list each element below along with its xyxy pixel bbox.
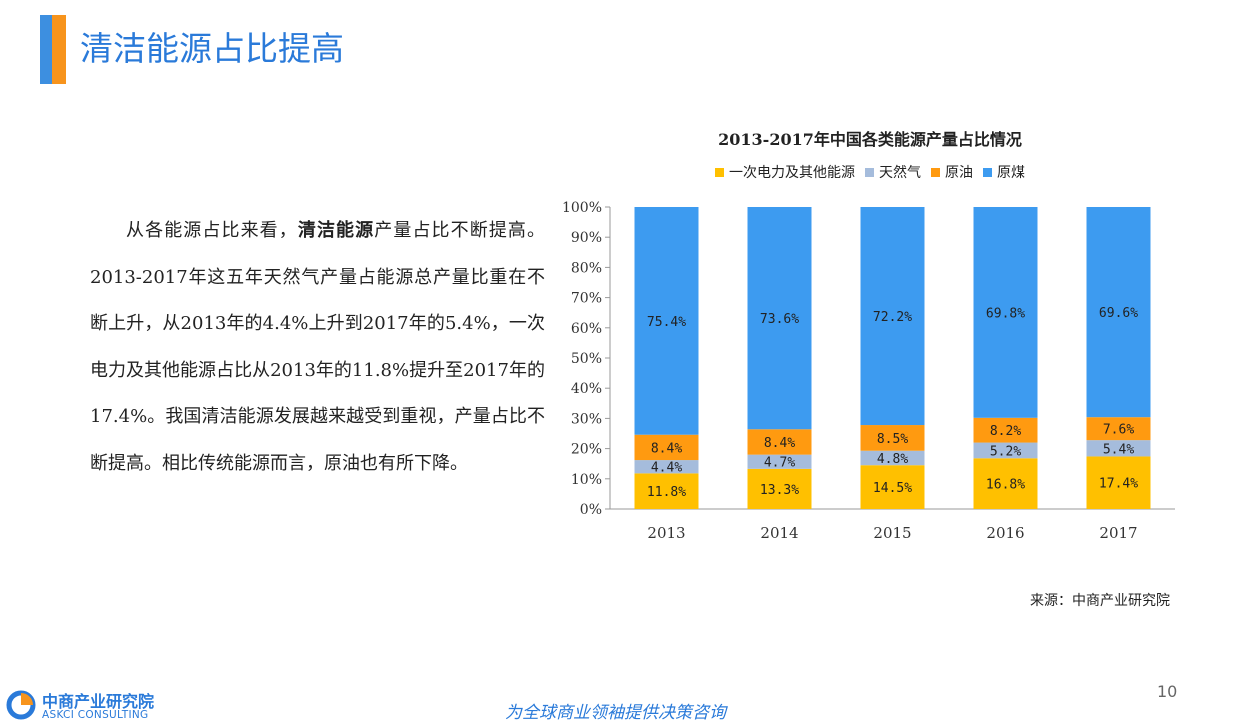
bar-segment — [747, 454, 812, 469]
bar-segment — [747, 468, 812, 509]
data-label: 11.8% — [647, 485, 686, 500]
bar-segment — [747, 429, 812, 455]
logo-mark-icon — [6, 690, 36, 720]
bar-segment — [860, 465, 925, 509]
data-label: 69.8% — [986, 306, 1025, 321]
bar-segment — [1086, 207, 1151, 418]
legend-item: 原煤 — [983, 162, 1025, 182]
bar-segment — [1086, 440, 1151, 457]
bar-segment — [973, 458, 1038, 509]
bar-segment — [973, 417, 1038, 443]
data-label: 75.4% — [647, 315, 686, 330]
bar-segment — [634, 434, 699, 461]
legend-label: 天然气 — [879, 165, 921, 181]
data-label: 8.4% — [764, 436, 795, 451]
data-label: 8.4% — [651, 441, 682, 456]
x-tick-label: 2015 — [873, 524, 911, 542]
legend-swatch — [983, 167, 992, 177]
company-logo: 中商产业研究院 ASKCI CONSULTING — [6, 688, 176, 724]
data-label: 73.6% — [760, 312, 799, 327]
bar-segment — [747, 207, 812, 430]
legend-swatch — [715, 167, 724, 177]
y-tick-label: 60% — [571, 321, 602, 337]
data-label: 17.4% — [1099, 477, 1138, 492]
data-label: 8.2% — [990, 424, 1021, 439]
legend-item: 天然气 — [865, 162, 921, 182]
bar-segment — [860, 425, 925, 451]
bar-segment — [634, 460, 699, 474]
data-label: 14.5% — [873, 481, 912, 496]
y-tick-label: 30% — [571, 411, 602, 427]
data-label: 7.6% — [1103, 423, 1134, 438]
x-tick-label: 2017 — [1099, 524, 1137, 542]
data-label: 72.2% — [873, 310, 912, 325]
page-number: 10 — [1157, 682, 1178, 701]
page-title: 清洁能源占比提高 — [80, 29, 344, 68]
body-text-emphasis: 清洁能源 — [297, 220, 375, 241]
chart-title: 2013-2017年中国各类能源产量占比情况 — [718, 130, 1022, 149]
bar-segment — [634, 473, 699, 509]
bar-segment — [860, 207, 925, 426]
logo-chinese-name: 中商产业研究院 — [42, 692, 155, 711]
bar-segment — [1086, 417, 1151, 441]
x-tick-label: 2016 — [986, 524, 1024, 542]
x-tick-label: 2014 — [760, 524, 798, 542]
y-tick-label: 20% — [571, 442, 602, 458]
data-label: 5.2% — [990, 444, 1021, 459]
title-accent-blue — [40, 15, 52, 84]
y-tick-label: 40% — [571, 381, 602, 397]
body-text: 从各能源占比来看，清洁能源产量占比不断提高。2013-2017年这五年天然气产量… — [90, 208, 545, 487]
bar-segment — [1086, 456, 1151, 509]
legend-label: 原油 — [945, 165, 973, 181]
y-tick-label: 70% — [571, 291, 602, 307]
data-label: 5.4% — [1103, 442, 1134, 457]
legend-label: 原煤 — [997, 165, 1025, 181]
data-label: 13.3% — [760, 483, 799, 498]
legend-swatch — [931, 167, 940, 177]
legend-item: 原油 — [931, 162, 973, 182]
legend-swatch — [865, 167, 874, 177]
y-tick-label: 0% — [580, 502, 602, 518]
x-tick-label: 2013 — [647, 524, 685, 542]
chart-source: 来源：中商产业研究院 — [1030, 593, 1170, 609]
body-text-segment: 从各能源占比来看， — [126, 220, 298, 241]
data-label: 8.5% — [877, 432, 908, 447]
legend-label: 一次电力及其他能源 — [729, 165, 855, 181]
body-text-segment: 产量占比不断提高。2013-2017年这五年天然气产量占能源总产量比重在不断上升… — [90, 220, 546, 474]
y-tick-label: 50% — [571, 351, 602, 367]
y-tick-label: 80% — [571, 260, 602, 276]
data-label: 4.7% — [764, 456, 795, 471]
bar-segment — [860, 450, 925, 466]
y-tick-label: 90% — [571, 230, 602, 246]
body-paragraph: 从各能源占比来看，清洁能源产量占比不断提高。2013-2017年这五年天然气产量… — [90, 208, 545, 487]
chart-legend: 一次电力及其他能源 天然气 原油 原煤 — [580, 162, 1160, 182]
data-label: 69.6% — [1099, 306, 1138, 321]
footer-slogan: 为全球商业领袖提供决策咨询 — [505, 703, 726, 723]
logo-english-name: ASKCI CONSULTING — [42, 709, 149, 721]
y-tick-label: 100% — [562, 200, 602, 216]
data-label: 4.4% — [651, 461, 682, 476]
bar-segment — [973, 442, 1038, 459]
y-tick-label: 10% — [571, 472, 602, 488]
bar-segment — [973, 207, 1038, 418]
legend-item: 一次电力及其他能源 — [715, 162, 855, 182]
title-accent-orange — [52, 15, 66, 84]
data-label: 16.8% — [986, 478, 1025, 493]
data-label: 4.8% — [877, 452, 908, 467]
bar-segment — [634, 207, 699, 435]
